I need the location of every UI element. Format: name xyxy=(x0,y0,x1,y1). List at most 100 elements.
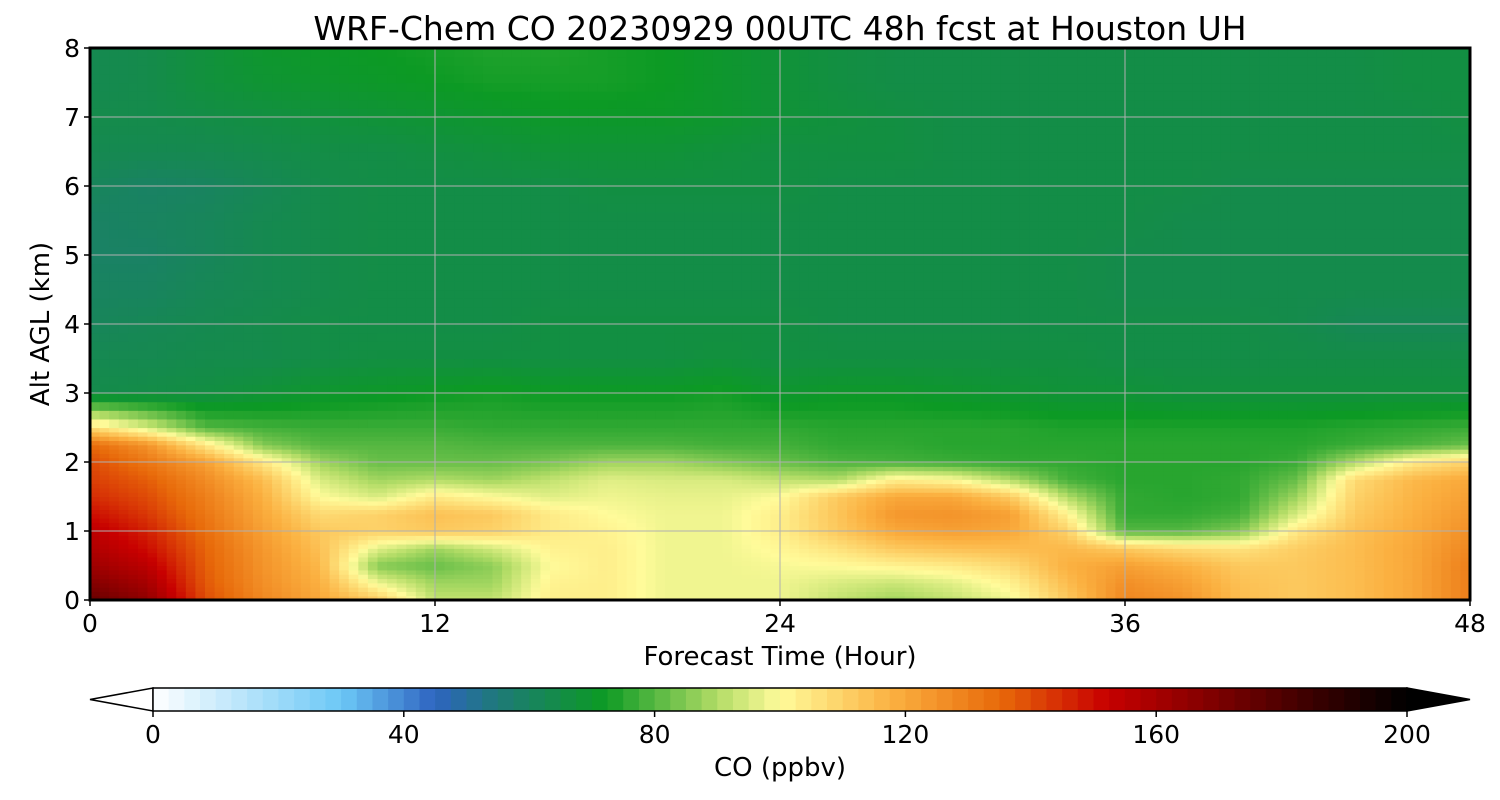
heatmap-cell xyxy=(128,565,139,571)
heatmap-cell xyxy=(166,556,177,562)
heatmap-cell xyxy=(358,474,369,480)
heatmap-cell xyxy=(751,483,762,489)
heatmap-cell xyxy=(511,565,522,571)
heatmap-cell xyxy=(128,466,139,472)
heatmap-cell xyxy=(415,522,427,528)
heatmap-cell xyxy=(1259,543,1270,549)
heatmap-cell xyxy=(684,449,695,454)
heatmap-cell xyxy=(1077,513,1088,519)
heatmap-cell xyxy=(90,483,101,489)
heatmap-cell xyxy=(137,561,149,567)
heatmap-cell xyxy=(703,470,714,476)
heatmap-cell xyxy=(1172,505,1184,511)
heatmap-cell xyxy=(1048,578,1059,584)
heatmap-cell xyxy=(482,518,494,523)
heatmap-cell xyxy=(559,492,570,498)
heatmap-cell xyxy=(895,466,906,472)
heatmap-cell xyxy=(588,505,599,511)
heatmap-cell xyxy=(933,479,944,485)
heatmap-cell xyxy=(320,569,331,575)
heatmap-cell xyxy=(1422,483,1433,489)
heatmap-cell xyxy=(1029,595,1040,601)
heatmap-cell xyxy=(847,483,858,489)
heatmap-cell xyxy=(463,453,474,459)
heatmap-cell xyxy=(1230,543,1241,549)
heatmap-cell xyxy=(1125,543,1136,549)
heatmap-cell xyxy=(233,522,244,528)
heatmap-cell xyxy=(808,539,819,545)
heatmap-cell xyxy=(952,449,963,454)
heatmap-cell xyxy=(1010,561,1021,567)
heatmap-cell xyxy=(1134,578,1145,584)
heatmap-cell xyxy=(262,500,273,506)
heatmap-cell xyxy=(205,505,216,511)
heatmap-cell xyxy=(1441,492,1452,498)
heatmap-cell xyxy=(1019,505,1030,511)
heatmap-cell xyxy=(1249,505,1260,511)
heatmap-cell xyxy=(1259,574,1270,580)
heatmap-cell xyxy=(530,453,542,459)
heatmap-cell xyxy=(914,457,925,463)
heatmap-cell xyxy=(339,595,350,601)
heatmap-cell xyxy=(1422,556,1433,562)
heatmap-cell xyxy=(1144,483,1155,489)
heatmap-cell xyxy=(1335,505,1347,511)
heatmap-cell xyxy=(530,526,542,532)
heatmap-cell xyxy=(1029,582,1040,588)
heatmap-cell xyxy=(1335,522,1347,528)
heatmap-cell xyxy=(1019,565,1030,571)
heatmap-cell xyxy=(540,531,551,536)
heatmap-cell xyxy=(1010,466,1021,472)
heatmap-cell xyxy=(109,539,120,545)
heatmap-cell xyxy=(166,449,177,454)
heatmap-cell xyxy=(933,565,944,571)
heatmap-cell xyxy=(693,587,704,592)
heatmap-cell xyxy=(1029,539,1040,545)
heatmap-cell xyxy=(435,466,446,472)
heatmap-cell xyxy=(1038,539,1049,545)
heatmap-cell xyxy=(942,457,954,463)
heatmap-cell xyxy=(588,595,599,601)
heatmap-cell xyxy=(569,543,580,549)
heatmap-cell xyxy=(1000,565,1011,571)
heatmap-cell xyxy=(885,578,896,584)
heatmap-cell xyxy=(895,582,906,588)
heatmap-cell xyxy=(559,444,570,450)
heatmap-cell xyxy=(712,492,724,498)
heatmap-cell xyxy=(492,509,503,515)
heatmap-cell xyxy=(569,479,580,485)
heatmap-cell xyxy=(578,569,589,575)
heatmap-cell xyxy=(837,574,848,580)
heatmap-cell xyxy=(780,591,791,597)
heatmap-cell xyxy=(473,543,484,549)
heatmap-cell xyxy=(1412,522,1423,528)
heatmap-cell xyxy=(109,492,120,498)
heatmap-cell xyxy=(1038,587,1049,592)
heatmap-cell xyxy=(1335,500,1347,506)
heatmap-cell xyxy=(712,457,724,463)
heatmap-cell xyxy=(482,505,494,511)
heatmap-cell xyxy=(444,535,455,541)
heatmap-cell xyxy=(1172,574,1184,580)
heatmap-cell xyxy=(463,466,474,472)
heatmap-cell xyxy=(502,595,513,601)
heatmap-cell xyxy=(99,500,110,506)
heatmap-cell xyxy=(185,522,197,528)
heatmap-cell xyxy=(262,552,273,558)
heatmap-cell xyxy=(569,449,580,454)
heatmap-cell xyxy=(780,518,791,523)
heatmap-cell xyxy=(1450,470,1462,476)
heatmap-cell xyxy=(166,539,177,545)
heatmap-cell xyxy=(578,483,589,489)
heatmap-cell xyxy=(1374,561,1385,567)
heatmap-cell xyxy=(990,505,1002,511)
heatmap-cell xyxy=(1249,591,1260,597)
heatmap-cell xyxy=(760,449,772,454)
heatmap-cell xyxy=(482,595,494,601)
heatmap-cell xyxy=(1335,462,1347,467)
heatmap-cell xyxy=(1345,505,1356,511)
heatmap-cell xyxy=(1422,466,1433,472)
heatmap-cell xyxy=(990,561,1002,567)
heatmap-cell xyxy=(387,556,398,562)
heatmap-cell xyxy=(1383,462,1394,467)
